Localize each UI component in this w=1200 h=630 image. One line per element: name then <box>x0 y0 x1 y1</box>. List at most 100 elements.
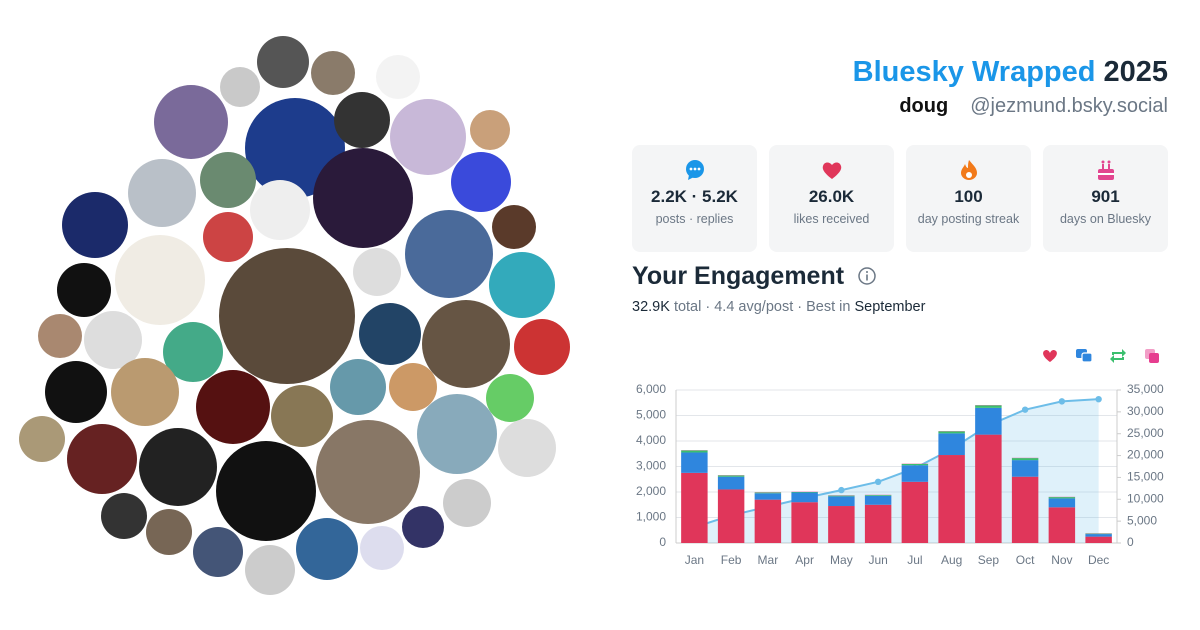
stat-label: days on Bluesky <box>1059 212 1152 226</box>
bar-segment <box>828 495 855 497</box>
avatar[interactable] <box>486 374 534 422</box>
y2-tick-label: 25,000 <box>1127 426 1164 440</box>
avatar[interactable] <box>334 92 390 148</box>
avatar[interactable] <box>402 506 444 548</box>
bar-segment <box>975 407 1002 435</box>
x-tick-label: Nov <box>1051 553 1072 567</box>
avatar[interactable] <box>57 263 111 317</box>
avatar[interactable] <box>330 359 386 415</box>
y-tick-label: 1,000 <box>636 510 666 524</box>
stat-label: posts · replies <box>655 212 734 226</box>
bar-segment <box>717 476 745 490</box>
avatar[interactable] <box>250 180 310 240</box>
avatar[interactable] <box>245 545 295 595</box>
info-icon[interactable] <box>857 266 877 286</box>
avatar[interactable] <box>128 159 196 227</box>
avatar[interactable] <box>196 370 270 444</box>
bar-segment <box>1085 533 1112 535</box>
icon <box>960 160 977 180</box>
stat-label: likes received <box>793 212 870 226</box>
bar-segment <box>975 434 1002 543</box>
stat-card: 2.2K · 5.2K posts · replies <box>632 145 757 252</box>
bar-segment <box>864 495 892 496</box>
avatar[interactable] <box>492 205 536 249</box>
avatar[interactable] <box>514 319 570 375</box>
avatar[interactable] <box>311 51 355 95</box>
stat-card: 100 day posting streak <box>906 145 1031 252</box>
y2-tick-label: 35,000 <box>1127 382 1164 396</box>
avatar[interactable] <box>353 248 401 296</box>
legend-item[interactable] <box>1076 349 1093 363</box>
avatar[interactable] <box>163 322 223 382</box>
bar-segment <box>791 492 818 493</box>
icon <box>822 162 841 179</box>
avatar[interactable] <box>296 518 358 580</box>
bar-segment <box>681 452 708 473</box>
avatar[interactable] <box>200 152 256 208</box>
bar-segment <box>754 499 782 543</box>
avatar[interactable] <box>111 358 179 426</box>
bar-segment <box>1011 476 1039 543</box>
avatar[interactable] <box>257 36 309 88</box>
avatar[interactable] <box>216 441 316 541</box>
avatar[interactable] <box>470 110 510 150</box>
line-point <box>1058 398 1066 405</box>
y-tick-label: 2,000 <box>636 484 666 498</box>
avatar[interactable] <box>203 212 253 262</box>
legend-icon <box>1149 353 1159 363</box>
avatar[interactable] <box>219 248 355 384</box>
stat-card: 26.0K likes received <box>769 145 894 252</box>
avatar[interactable] <box>405 210 493 298</box>
avatar[interactable] <box>19 416 65 462</box>
bar-segment <box>717 489 745 543</box>
y2-tick-label: 20,000 <box>1127 448 1164 462</box>
avatar[interactable] <box>101 493 147 539</box>
avatar[interactable] <box>389 363 437 411</box>
bar-segment <box>938 455 965 543</box>
brand: Bluesky Wrapped <box>852 56 1096 88</box>
avatar[interactable] <box>359 303 421 365</box>
bar-segment <box>754 493 782 500</box>
legend-item[interactable] <box>1043 349 1057 362</box>
handle[interactable]: @jezmund.bsky.social <box>970 95 1168 117</box>
x-tick-label: May <box>830 553 853 567</box>
avatar[interactable] <box>115 235 205 325</box>
avatar[interactable] <box>376 55 420 99</box>
avatar[interactable] <box>422 300 510 388</box>
profile: doug @jezmund.bsky.social <box>899 95 1168 118</box>
line-point <box>874 478 882 485</box>
avatar[interactable] <box>489 252 555 318</box>
y2-tick-label: 30,000 <box>1127 404 1164 418</box>
avatar[interactable] <box>417 394 497 474</box>
avatar[interactable] <box>360 526 404 570</box>
avatar[interactable] <box>38 314 82 358</box>
avatar[interactable] <box>451 152 511 212</box>
avatar[interactable] <box>154 85 228 159</box>
year: 2025 <box>1103 56 1168 88</box>
section-heading: Your Engagement <box>632 262 877 291</box>
legend-item[interactable] <box>1110 349 1126 363</box>
avatar[interactable] <box>139 428 217 506</box>
avatar[interactable] <box>67 424 137 494</box>
avatar[interactable] <box>313 148 413 248</box>
avatar[interactable] <box>220 67 260 107</box>
line-point <box>838 486 845 494</box>
avatar[interactable] <box>62 192 128 258</box>
avatar[interactable] <box>45 361 107 423</box>
avatar[interactable] <box>390 99 466 175</box>
legend-item[interactable] <box>1145 349 1159 363</box>
avatar[interactable] <box>443 479 491 527</box>
bar-segment <box>1085 534 1112 537</box>
y-tick-label: 3,000 <box>636 459 666 473</box>
avatar[interactable] <box>498 419 556 477</box>
avatar[interactable] <box>316 420 420 524</box>
y-tick-label: 0 <box>659 535 666 549</box>
bar-segment <box>681 450 708 453</box>
avatar[interactable] <box>193 527 243 577</box>
avatar[interactable] <box>146 509 192 555</box>
avatar[interactable] <box>271 385 333 447</box>
bar-segment <box>864 504 892 543</box>
avatar[interactable] <box>84 311 142 369</box>
x-tick-label: Sep <box>978 553 1000 567</box>
